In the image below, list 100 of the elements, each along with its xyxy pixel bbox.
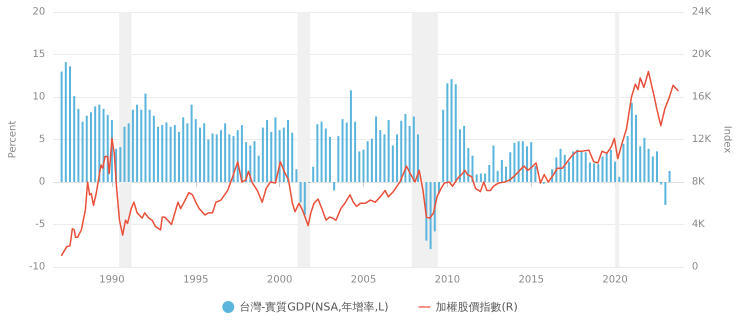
bar — [366, 141, 369, 182]
bar — [530, 142, 532, 182]
bar — [291, 132, 294, 182]
bar — [82, 122, 84, 182]
bar — [358, 151, 360, 182]
bar — [668, 170, 671, 182]
bar — [190, 104, 193, 182]
bar — [467, 148, 470, 182]
line-series — [60, 70, 679, 256]
bar — [324, 128, 327, 182]
bar — [60, 72, 63, 182]
bar — [354, 122, 356, 182]
bar — [476, 174, 478, 182]
bar — [132, 110, 134, 182]
bar — [446, 83, 448, 182]
y-tick-label: 20 — [32, 6, 46, 18]
x-tick-label: 2010 — [434, 274, 460, 286]
bar — [77, 108, 80, 182]
bar — [412, 116, 415, 182]
bar — [639, 146, 642, 182]
bar — [136, 104, 138, 182]
bar — [417, 134, 419, 182]
bar — [342, 119, 344, 182]
y-tick-label: 0 — [38, 176, 46, 188]
bar — [593, 163, 596, 182]
bar — [601, 156, 604, 182]
bar — [526, 146, 528, 182]
x-tick-label: 2015 — [518, 274, 544, 286]
bar — [480, 174, 482, 182]
bar — [186, 123, 188, 182]
y-tick-label: -10 — [28, 262, 46, 272]
y-tick-label: -5 — [35, 219, 46, 230]
bar — [635, 114, 638, 182]
bar — [534, 166, 536, 182]
bar — [597, 164, 600, 182]
bar — [626, 136, 629, 182]
bar — [224, 123, 226, 182]
x-tick-label: 1990 — [99, 274, 125, 286]
bar — [630, 102, 633, 182]
bar — [174, 125, 176, 182]
bar — [664, 182, 666, 205]
bar — [316, 124, 318, 182]
bar — [253, 141, 256, 182]
y-tick-label: 5 — [38, 134, 46, 145]
bar — [648, 148, 650, 182]
bar — [392, 145, 394, 182]
bar — [182, 117, 184, 182]
bar — [124, 126, 126, 182]
bar — [282, 128, 285, 182]
bar — [216, 134, 218, 182]
bar — [518, 141, 520, 182]
bar — [362, 150, 364, 182]
x-tick-label: 2005 — [350, 274, 376, 286]
legend-label: 加權股價指數(R) — [436, 300, 518, 314]
bar — [588, 162, 591, 182]
y2-axis-title: Index — [722, 126, 732, 154]
bar — [94, 106, 96, 182]
bar — [346, 122, 348, 182]
bar — [161, 125, 164, 182]
bar — [157, 126, 160, 182]
bar — [492, 145, 494, 182]
bar — [484, 174, 486, 182]
bar — [375, 116, 378, 182]
bar — [228, 134, 230, 182]
y2-tick-label: 16K — [692, 92, 712, 102]
bar — [270, 132, 272, 182]
x-tick-label: 2020 — [602, 274, 628, 286]
bar — [198, 128, 201, 182]
bar — [379, 130, 382, 182]
bar — [580, 151, 583, 182]
bar — [606, 154, 608, 182]
bar — [400, 120, 402, 182]
bar — [505, 166, 508, 182]
bar — [383, 134, 386, 182]
bar — [266, 120, 268, 182]
y2-tick-label: 24K — [692, 6, 712, 18]
bar — [618, 176, 620, 182]
bar — [496, 170, 499, 182]
bar — [300, 182, 302, 202]
bar — [610, 150, 612, 182]
bar — [220, 130, 222, 182]
bar — [513, 142, 516, 182]
bar — [245, 142, 248, 182]
y2-tick-label: 4K — [692, 219, 706, 230]
bar — [178, 132, 180, 182]
bar — [430, 182, 432, 250]
x-tick-label: 2000 — [266, 274, 292, 286]
bar — [333, 182, 336, 190]
bar — [152, 116, 155, 182]
bar — [522, 141, 524, 182]
bar — [86, 116, 88, 182]
bar — [454, 84, 457, 182]
bar — [328, 136, 331, 182]
bar — [144, 94, 146, 182]
bar — [350, 90, 352, 182]
bar — [643, 138, 646, 182]
bar — [295, 169, 298, 182]
y-tick-label: 15 — [32, 49, 46, 60]
bar — [262, 128, 264, 182]
y-tick-label: 10 — [32, 92, 46, 102]
